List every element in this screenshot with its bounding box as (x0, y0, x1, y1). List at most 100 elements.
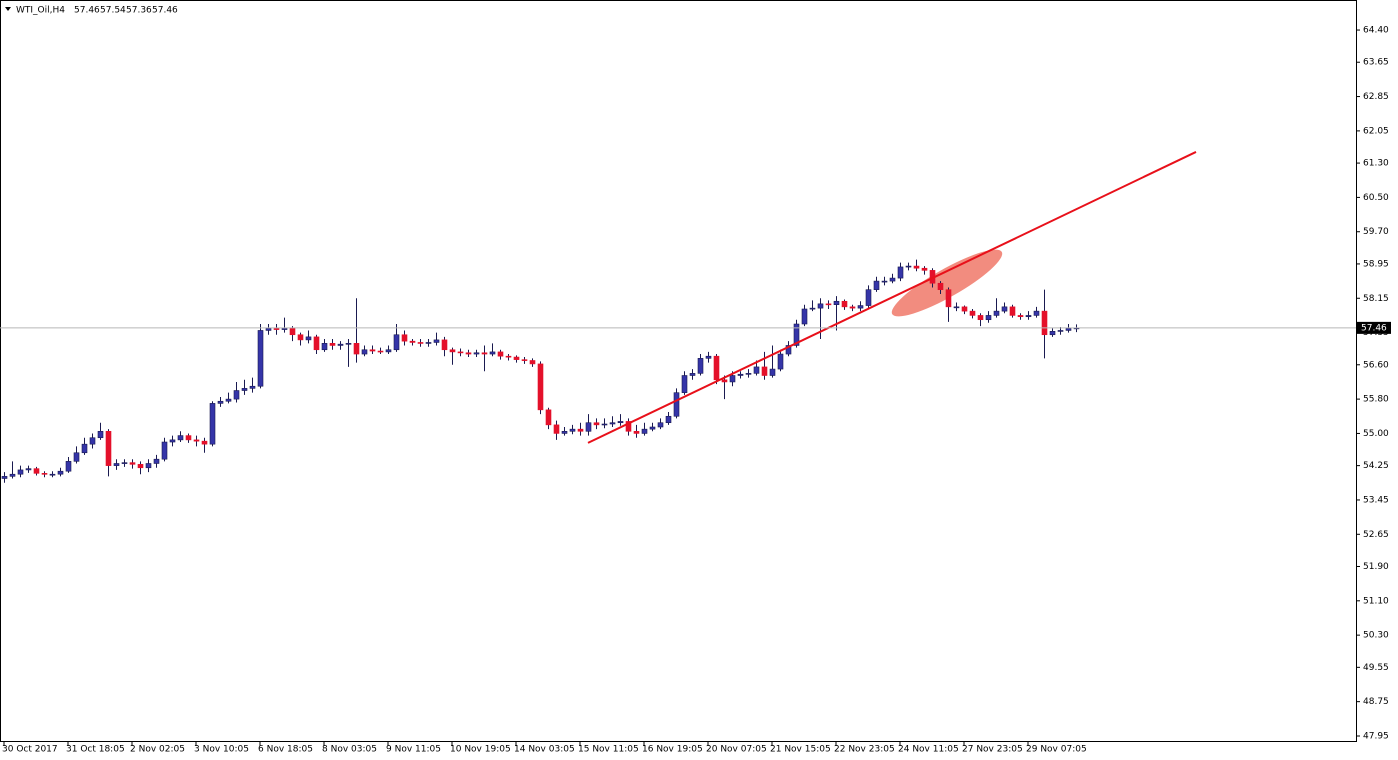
candle-body (377, 350, 384, 353)
candle-body (713, 355, 720, 381)
candle-body (937, 282, 944, 290)
candle-body (121, 462, 128, 464)
candle-body (297, 334, 304, 341)
y-tick-label: 53.45 (1363, 495, 1389, 505)
candle-body (945, 289, 952, 308)
candle-body (481, 352, 488, 355)
x-tick-label: 30 Oct 2017 (2, 745, 58, 755)
candle-body (905, 265, 912, 268)
candle-body (9, 473, 16, 477)
candle-body (1017, 315, 1024, 318)
candle-body (433, 339, 440, 343)
candle-body (585, 422, 592, 432)
candle-body (65, 461, 72, 472)
candle-body (633, 430, 640, 434)
candle-body (601, 423, 608, 426)
x-tick-label: 2 Nov 02:05 (130, 745, 185, 755)
candle-body (641, 428, 648, 434)
x-tick-label: 16 Nov 19:05 (642, 745, 703, 755)
candle-body (689, 373, 696, 376)
candle-body (649, 426, 656, 430)
x-tick-label: 22 Nov 23:05 (834, 745, 895, 755)
y-tick-label: 58.95 (1363, 259, 1389, 269)
candle-body (1049, 331, 1056, 336)
candle-body (345, 343, 352, 345)
candle-body (801, 308, 808, 325)
last-close: 57.46 (152, 6, 178, 16)
candle-body (193, 439, 200, 442)
candle-body (793, 323, 800, 346)
candle-body (1057, 330, 1064, 332)
candle-body (217, 400, 224, 404)
candle-body (785, 345, 792, 355)
y-tick-label: 51.90 (1363, 562, 1389, 572)
candle-body (1065, 327, 1072, 331)
candle-body (745, 373, 752, 375)
candle-body (577, 428, 584, 432)
last-high: 57.54 (100, 6, 126, 16)
x-tick-label: 21 Nov 15:05 (770, 745, 831, 755)
candle-body (913, 265, 920, 269)
current-price-label: 57.46 (1361, 323, 1387, 333)
candle-body (321, 343, 328, 351)
candle-body (177, 435, 184, 441)
last-open: 57.46 (74, 6, 100, 16)
y-tick-label: 58.15 (1363, 294, 1389, 304)
candle-body (169, 439, 176, 443)
candle-body (145, 463, 152, 469)
candle-body (513, 356, 520, 360)
candle-body (721, 379, 728, 383)
y-tick-label: 59.70 (1363, 227, 1389, 237)
candle-body (873, 280, 880, 290)
candle-body (425, 342, 432, 344)
candle-body (113, 463, 120, 466)
plot-frame (0, 0, 1357, 742)
candle-body (961, 306, 968, 312)
y-tick-label: 48.75 (1363, 697, 1389, 707)
candle-body (57, 470, 64, 475)
candle-body (737, 373, 744, 376)
current-price-box (1357, 321, 1391, 334)
candle-body (545, 409, 552, 426)
x-tick-label: 20 Nov 07:05 (706, 745, 767, 755)
candle-body (89, 437, 96, 445)
y-tick-label: 55.80 (1363, 395, 1389, 405)
candle-body (977, 315, 984, 321)
candle-body (393, 334, 400, 351)
candle-body (473, 352, 480, 355)
candle-body (609, 422, 616, 425)
candle-body (313, 336, 320, 351)
candle-body (665, 415, 672, 424)
candle-body (361, 349, 368, 355)
candle-body (857, 305, 864, 309)
candle-body (761, 366, 768, 376)
candle-body (49, 473, 56, 476)
candle-body (817, 303, 824, 309)
candle-body (81, 443, 88, 454)
candle-body (697, 358, 704, 374)
x-tick-label: 29 Nov 07:05 (1026, 745, 1087, 755)
candle-body (921, 267, 928, 271)
candle-body (593, 422, 600, 426)
x-tick-label: 31 Oct 18:05 (66, 745, 125, 755)
trendline (587, 151, 1197, 444)
candle-body (105, 430, 112, 466)
symbol-title: WTI_Oil,H4 (16, 6, 65, 16)
x-tick-label: 8 Nov 03:05 (322, 745, 377, 755)
candle-body (657, 422, 664, 428)
candle-body (385, 349, 392, 353)
candle-body (537, 363, 544, 411)
candle-body (249, 385, 256, 389)
candle-body (353, 343, 360, 355)
candle-body (273, 327, 280, 330)
candle-body (705, 355, 712, 359)
candle-body (1001, 306, 1008, 312)
candle-body (241, 388, 248, 391)
y-tick-label: 54.25 (1363, 461, 1389, 471)
marks: 64.40 63.65 62.85 62.05 61.30 60.50 59.70 58.95… (0, 26, 1391, 755)
candle-body (681, 375, 688, 393)
candle-body (617, 421, 624, 424)
candle-body (841, 300, 848, 308)
